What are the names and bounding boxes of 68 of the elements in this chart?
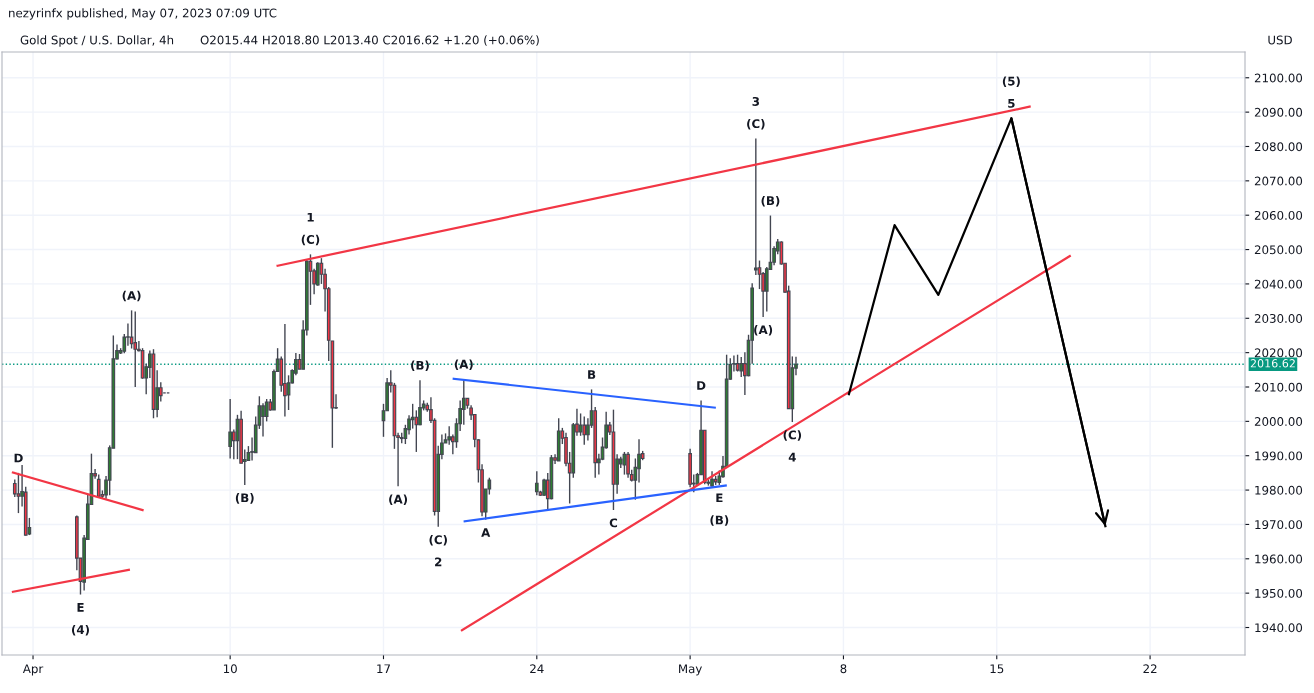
y-tick-label: 2070.00 — [1254, 176, 1303, 186]
y-tick-label: 2030.00 — [1254, 314, 1303, 323]
annotation: 1 — [307, 212, 314, 222]
candlestick — [447, 425, 452, 446]
annotation: (A) — [754, 325, 773, 336]
annotation: (B) — [761, 195, 780, 207]
y-tick-label: 1970.00 — [1255, 520, 1303, 530]
annotation: B — [588, 370, 596, 379]
annotation: E — [716, 493, 723, 503]
annotation: (C) — [301, 234, 320, 246]
chart-title: Gold Spot / U.S. Dollar, 4h — [20, 35, 174, 47]
y-tick-label: 2090.00 — [1254, 107, 1303, 117]
annotation: 5 — [1008, 99, 1015, 108]
annotation: (B) — [710, 515, 729, 526]
annotation: (5) — [1002, 76, 1020, 88]
annotation: (A) — [122, 290, 141, 302]
candlestick — [753, 137, 758, 276]
x-tick-label: 22 — [1143, 664, 1157, 673]
annotation: (4) — [72, 624, 89, 636]
annotation: (C) — [429, 535, 447, 546]
x-tick-label: 8 — [840, 664, 847, 674]
candlestick — [626, 451, 630, 479]
annotation: (A) — [389, 494, 408, 505]
annotation: 2 — [435, 557, 442, 567]
annotation: (C) — [783, 430, 802, 441]
y-tick-label: 2050.00 — [1254, 245, 1303, 255]
y-tick-label: 1960.00 — [1255, 554, 1303, 564]
y-tick-label: 2100.00 — [1254, 73, 1303, 83]
x-tick-label: Apr — [22, 664, 44, 676]
candlestick — [739, 356, 744, 378]
candlestick — [228, 398, 232, 460]
x-tick-label: 15 — [990, 664, 1004, 674]
x-tick-label: 24 — [530, 664, 544, 673]
y-tick-label: 2010.00 — [1254, 382, 1303, 392]
annotation: (A) — [454, 359, 473, 371]
annotation: (C) — [747, 119, 765, 130]
x-tick-label: 10 — [223, 664, 237, 674]
y-tick-label: 2020.00 — [1254, 348, 1303, 358]
candlestick — [534, 470, 539, 496]
candlestick — [261, 402, 265, 438]
annotation: (B) — [235, 493, 254, 504]
y-tick-label: 1950.00 — [1255, 588, 1303, 598]
annotation: C — [609, 518, 618, 528]
annotation: E — [77, 603, 84, 612]
annotation: (B) — [411, 360, 429, 372]
y-tick-label: 1980.00 — [1255, 485, 1303, 495]
y-tick-label: 2000.00 — [1254, 417, 1303, 427]
annotation: D — [14, 453, 23, 463]
text: nezyrinfx published, May 07, 2023 07:09 UTC — [9, 8, 277, 20]
y-tick-label: 2040.00 — [1254, 279, 1303, 289]
candlestick — [578, 412, 583, 437]
y-tick-label: 2060.00 — [1254, 210, 1303, 220]
annotation: D — [697, 381, 706, 390]
candlestick — [582, 415, 587, 446]
annotation: 4 — [788, 452, 796, 462]
x-tick-label: 17 — [377, 664, 390, 673]
y-tick-label: 1990.00 — [1255, 451, 1303, 461]
y-axis-title: USD — [1268, 35, 1292, 45]
annotation: 3 — [752, 96, 759, 106]
y-tick-label: 2080.00 — [1254, 142, 1303, 152]
ref-line-label: 2016.62 — [1250, 359, 1295, 368]
chart-subtitle: O2015.44 H2018.80 L2013.40 C2016.62 +1.20 (+0.06%) — [200, 35, 539, 46]
candlestick — [283, 323, 287, 418]
y-tick-label: 1940.00 — [1255, 623, 1303, 633]
annotation: A — [481, 528, 491, 537]
candlestick — [764, 266, 769, 313]
x-tick-label: May — [679, 664, 702, 676]
candlestick — [133, 310, 138, 388]
